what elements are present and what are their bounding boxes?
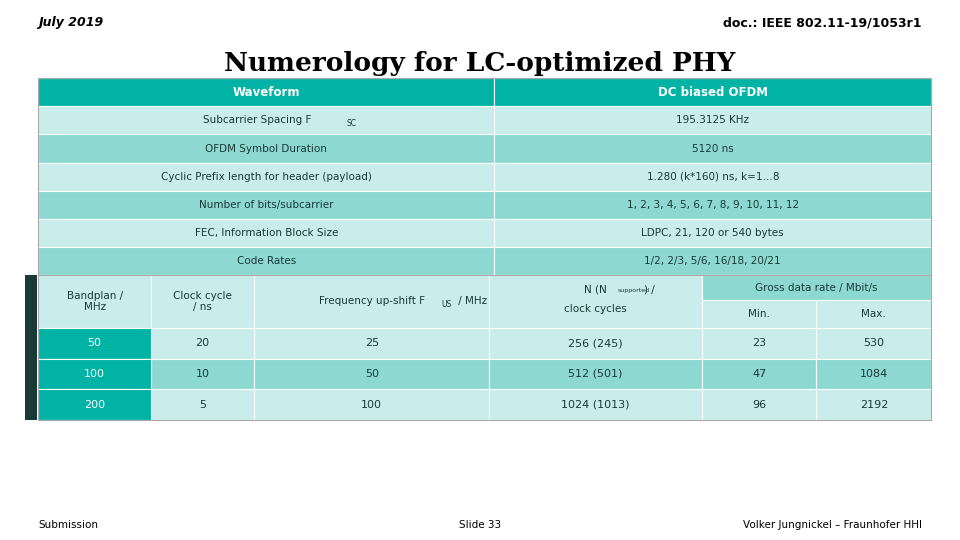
Text: 10: 10	[196, 369, 209, 379]
Text: 1/2, 2/3, 5/6, 16/18, 20/21: 1/2, 2/3, 5/6, 16/18, 20/21	[644, 256, 781, 266]
Text: supported: supported	[617, 288, 650, 293]
Text: July 2019: July 2019	[38, 16, 104, 29]
Text: Min.: Min.	[748, 309, 770, 319]
Text: Clock cycle
/ ns: Clock cycle / ns	[173, 291, 232, 312]
Text: Waveform: Waveform	[232, 86, 300, 99]
Text: US: US	[441, 300, 451, 309]
Text: Volker Jungnickel – Fraunhofer HHI: Volker Jungnickel – Fraunhofer HHI	[743, 520, 922, 530]
Text: FEC, Information Block Size: FEC, Information Block Size	[195, 228, 338, 238]
Text: 20: 20	[196, 338, 209, 348]
Text: 50: 50	[365, 369, 379, 379]
Text: Gross data rate / Mbit/s: Gross data rate / Mbit/s	[756, 282, 877, 293]
Text: Max.: Max.	[861, 309, 886, 319]
Text: 1084: 1084	[860, 369, 888, 379]
Text: 530: 530	[863, 338, 884, 348]
Text: Bandplan /
MHz: Bandplan / MHz	[66, 291, 123, 312]
Text: 5120 ns: 5120 ns	[692, 144, 733, 153]
Text: 100: 100	[84, 369, 106, 379]
Text: doc.: IEEE 802.11-19/1053r1: doc.: IEEE 802.11-19/1053r1	[723, 16, 922, 29]
Text: Frequency up-shift F: Frequency up-shift F	[319, 296, 424, 306]
Text: / MHz: / MHz	[455, 296, 488, 306]
Text: 1, 2, 3, 4, 5, 6, 7, 8, 9, 10, 11, 12: 1, 2, 3, 4, 5, 6, 7, 8, 9, 10, 11, 12	[627, 200, 799, 210]
Text: Code Rates: Code Rates	[237, 256, 296, 266]
Text: N (N: N (N	[585, 285, 607, 295]
Text: 195.3125 KHz: 195.3125 KHz	[676, 116, 750, 125]
Text: Slide 33: Slide 33	[459, 520, 501, 530]
Text: 25: 25	[365, 338, 379, 348]
Text: OFDM Symbol Duration: OFDM Symbol Duration	[205, 144, 327, 153]
Text: 2192: 2192	[859, 400, 888, 410]
Text: SC: SC	[347, 119, 356, 127]
Text: ) /: ) /	[644, 285, 656, 295]
Text: 512 (501): 512 (501)	[568, 369, 623, 379]
Text: Number of bits/subcarrier: Number of bits/subcarrier	[199, 200, 334, 210]
Text: 100: 100	[361, 400, 382, 410]
Text: Submission: Submission	[38, 520, 99, 530]
Text: 23: 23	[752, 338, 766, 348]
Text: 96: 96	[752, 400, 766, 410]
Text: 1.280 (k*160) ns, k=1…8: 1.280 (k*160) ns, k=1…8	[646, 172, 780, 181]
Text: Cyclic Prefix length for header (payload): Cyclic Prefix length for header (payload…	[161, 172, 372, 181]
Text: 256 (245): 256 (245)	[568, 338, 623, 348]
Text: clock cycles: clock cycles	[564, 304, 627, 314]
Text: 47: 47	[752, 369, 766, 379]
Text: 1024 (1013): 1024 (1013)	[562, 400, 630, 410]
Text: LDPC, 21, 120 or 540 bytes: LDPC, 21, 120 or 540 bytes	[641, 228, 784, 238]
Text: Numerology for LC-optimized PHY: Numerology for LC-optimized PHY	[225, 51, 735, 76]
Text: 5: 5	[199, 400, 206, 410]
Text: 200: 200	[84, 400, 106, 410]
Text: 50: 50	[87, 338, 102, 348]
Text: DC biased OFDM: DC biased OFDM	[658, 86, 768, 99]
Text: Subcarrier Spacing F: Subcarrier Spacing F	[203, 116, 311, 125]
